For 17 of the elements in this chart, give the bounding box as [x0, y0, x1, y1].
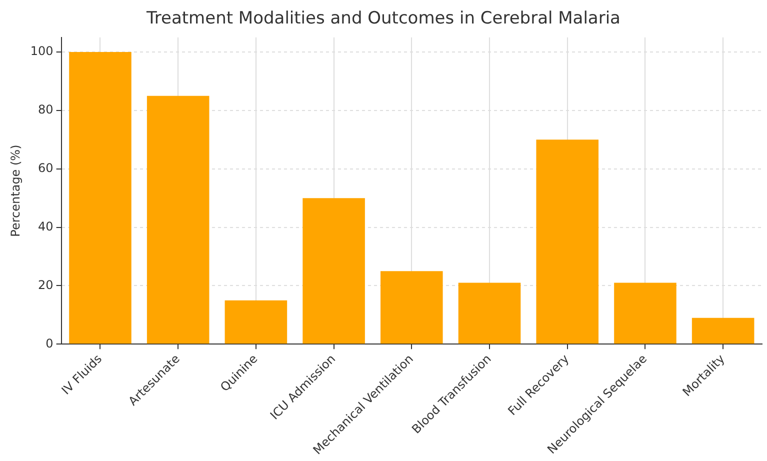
bar [224, 300, 288, 344]
y-tick-label: 80 [38, 102, 54, 117]
bar [69, 52, 132, 344]
bar [458, 282, 521, 344]
y-tick-label: 40 [38, 219, 54, 234]
y-tick-label: 20 [38, 278, 54, 292]
bar [380, 271, 443, 344]
bar [302, 198, 365, 344]
bar [692, 318, 754, 344]
y-tick-label: 0 [46, 336, 54, 350]
y-tick-label: 60 [38, 160, 54, 175]
y-tick-label: 100 [30, 44, 54, 58]
chart-title: Treatment Modalities and Outcomes in Cerebral Malaria [146, 8, 620, 29]
y-axis-title: Percentage (%) [8, 144, 22, 237]
bar [146, 96, 210, 344]
bar [536, 140, 599, 344]
bar [614, 282, 676, 344]
